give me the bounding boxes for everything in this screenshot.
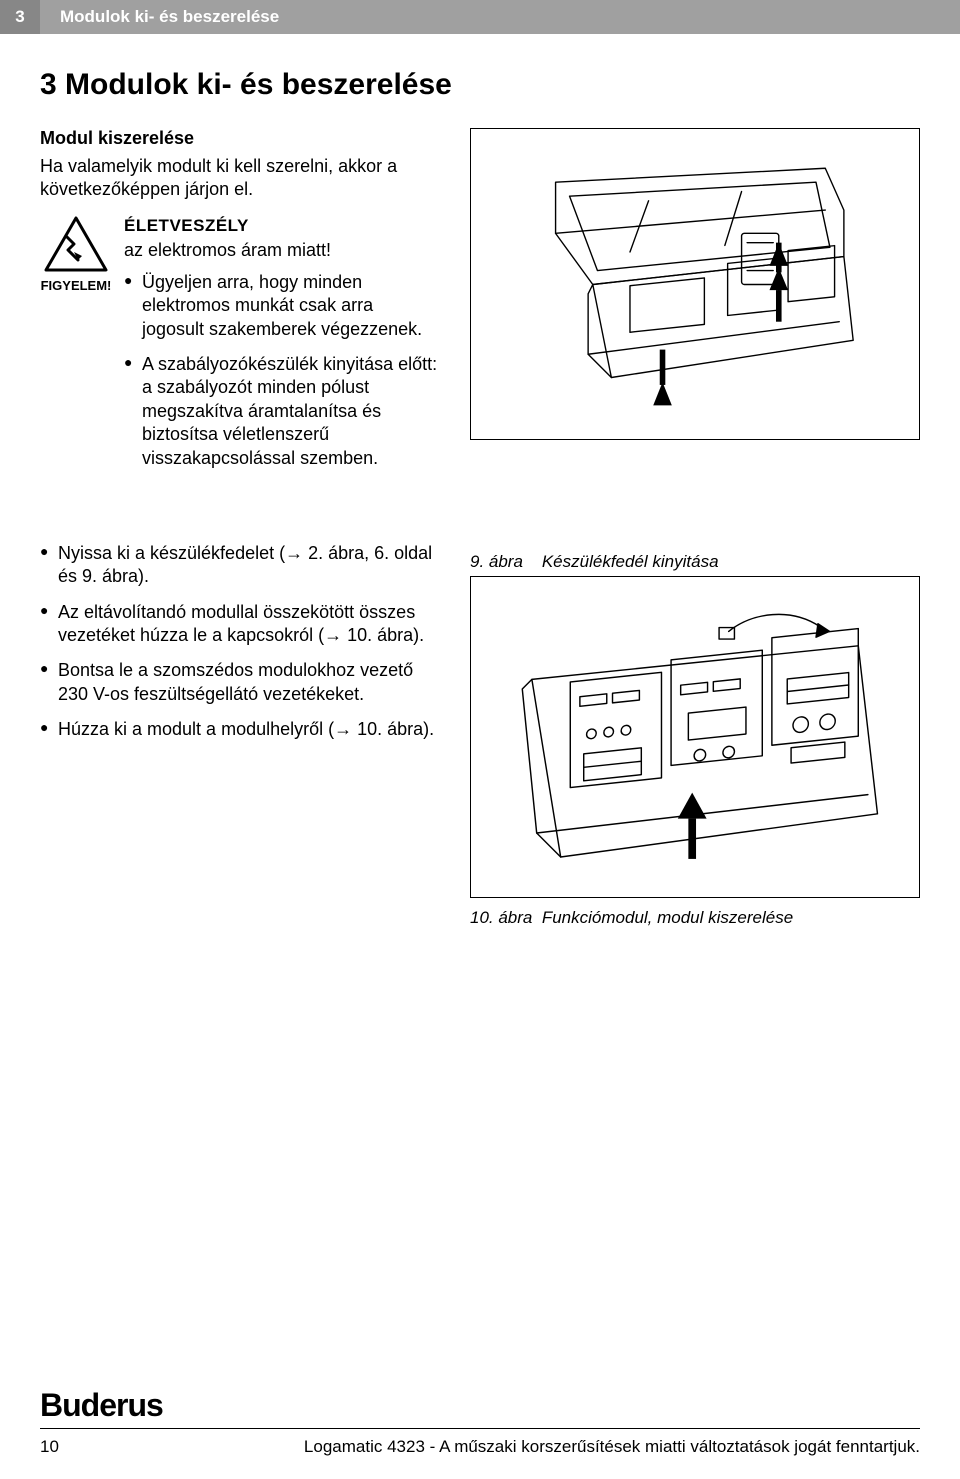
svg-text:Buderus: Buderus	[40, 1388, 163, 1423]
brand-logo: Buderus	[40, 1388, 920, 1424]
page-title: 3 Modulok ki- és beszerelése	[40, 68, 920, 102]
figure-10-illustration	[489, 593, 901, 881]
figure-9-box	[470, 128, 920, 440]
step-list: Nyissa ki a készülékfedelet (→ 2. ábra, …	[40, 542, 440, 742]
section-title: Modulok ki- és beszerelése	[40, 0, 279, 34]
figure-9-caption: 9. ábra Készülékfedél kinyitása	[470, 552, 920, 572]
figure-9-illustration	[489, 145, 901, 424]
figure-10-caption: 10. ábra Funkciómodul, modul kiszerelése	[470, 908, 920, 928]
warning-block: FIGYELEM! ÉLETVESZÉLY az elektromos áram…	[40, 216, 440, 482]
step-item: Nyissa ki a készülékfedelet (→ 2. ábra, …	[40, 542, 440, 589]
page-number: 10	[40, 1437, 59, 1457]
intro-text: Ha valamelyik modult ki kell szerelni, a…	[40, 155, 440, 202]
warning-points: Ügyeljen arra, hogy minden elektromos mu…	[124, 271, 440, 470]
step-item: Bontsa le a szomszédos modulokhoz vezető…	[40, 659, 440, 706]
step-item: Az eltávolítandó modullal összekötött ös…	[40, 601, 440, 648]
footer-text: Logamatic 4323 - A műszaki korszerűsítés…	[304, 1437, 920, 1457]
intro-heading: Modul kiszerelése	[40, 128, 440, 149]
step-item: Húzza ki a modult a modulhelyről (→ 10. …	[40, 718, 440, 741]
warning-label: FIGYELEM!	[40, 278, 112, 293]
page-footer: Buderus 10 Logamatic 4323 - A műszaki ko…	[0, 1388, 960, 1457]
warning-subtitle: az elektromos áram miatt!	[124, 240, 440, 261]
section-header: 3 Modulok ki- és beszerelése	[0, 0, 960, 34]
warning-point: A szabályozókészülék kinyitása előtt: a …	[124, 353, 440, 470]
section-number: 3	[0, 0, 40, 34]
warning-triangle-icon	[44, 216, 108, 272]
figure-10-box	[470, 576, 920, 898]
warning-point: Ügyeljen arra, hogy minden elektromos mu…	[124, 271, 440, 341]
warning-title: ÉLETVESZÉLY	[124, 216, 440, 236]
